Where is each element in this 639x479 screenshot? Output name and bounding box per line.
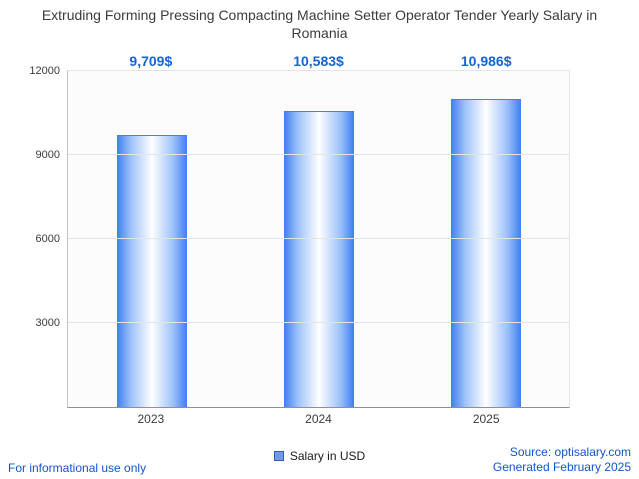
disclaimer-text: For informational use only xyxy=(8,461,147,475)
x-axis-labels: 2023 2024 2025 xyxy=(67,412,570,426)
legend: Salary in USD xyxy=(0,449,639,463)
bar-slot xyxy=(235,71,402,407)
chart-title: Extruding Forming Pressing Compacting Ma… xyxy=(41,7,598,42)
y-tick-label: 3000 xyxy=(35,317,60,329)
x-label-2025: 2025 xyxy=(472,412,500,426)
y-tick-label: 6000 xyxy=(35,233,60,245)
bar-2024 xyxy=(283,110,354,407)
value-label-2025: 10,986$ xyxy=(460,53,512,69)
x-label-2023: 2023 xyxy=(137,412,165,426)
gridline xyxy=(68,154,569,155)
gridline xyxy=(68,70,569,71)
legend-label: Salary in USD xyxy=(289,449,366,463)
y-tick-label: 12000 xyxy=(29,65,60,77)
source-link[interactable]: Source: optisalary.com xyxy=(509,444,631,459)
value-label-2023: 9,709$ xyxy=(129,53,173,69)
x-label-2024: 2024 xyxy=(305,412,332,426)
source-block: Source: optisalary.com Generated Februar… xyxy=(493,445,631,476)
value-label-2024: 10,583$ xyxy=(293,53,344,69)
generated-date: Generated February 2025 xyxy=(492,460,631,475)
bar-2023 xyxy=(116,135,187,407)
legend-swatch-icon xyxy=(273,451,284,461)
bar-slot xyxy=(402,71,569,407)
gridline xyxy=(68,322,569,323)
y-tick-label: 9000 xyxy=(35,149,60,161)
bar-2025 xyxy=(450,99,521,407)
bar-slot xyxy=(68,71,235,407)
plot-area: 3000 6000 9000 12000 xyxy=(29,65,570,408)
gridline xyxy=(68,238,569,239)
value-label-row: 9,709$ 10,583$ 10,986$ xyxy=(67,53,570,69)
bars xyxy=(68,71,569,407)
